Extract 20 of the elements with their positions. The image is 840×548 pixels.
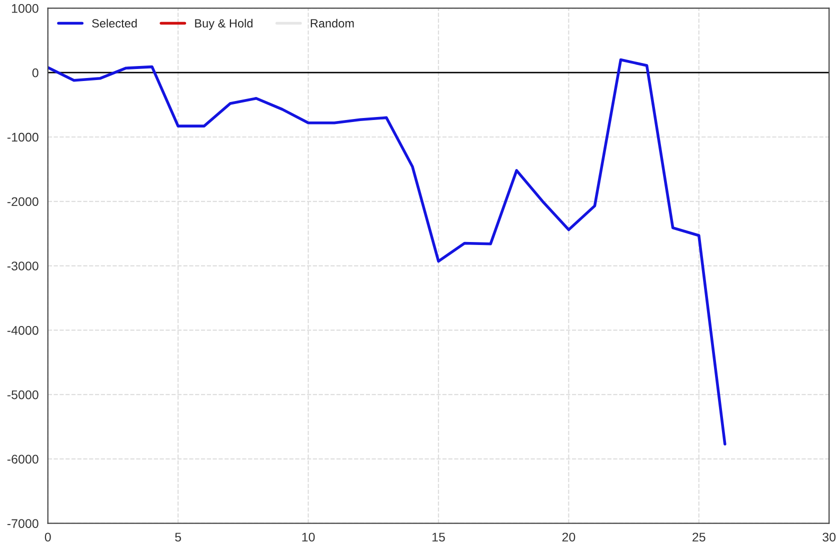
x-tick-label: 10 <box>302 532 315 542</box>
x-tick-label: 20 <box>562 532 576 542</box>
y-tick-label: -5000 <box>7 390 38 400</box>
x-tick-label: 0 <box>44 532 51 542</box>
legend-label: Random <box>310 18 354 28</box>
x-tick-label: 5 <box>175 532 182 542</box>
line-series <box>48 58 726 446</box>
x-tick-label: 15 <box>432 532 445 542</box>
legend-label: Buy & Hold <box>195 18 252 30</box>
y-tick-label: -4000 <box>7 326 38 335</box>
x-tick-label: 25 <box>692 532 706 542</box>
y-tick-label: -7000 <box>7 519 38 528</box>
y-tick-label: 0 <box>32 68 38 78</box>
y-tick-label: -2000 <box>7 197 38 206</box>
y-tick-label: 1000 <box>12 4 38 13</box>
y-tick-label: -3000 <box>7 262 38 270</box>
x-tick-label: 30 <box>822 532 836 542</box>
y-tick-label: -6000 <box>7 454 38 464</box>
y-tick-label: -1000 <box>7 132 38 142</box>
legend-label: Selected <box>92 18 137 28</box>
